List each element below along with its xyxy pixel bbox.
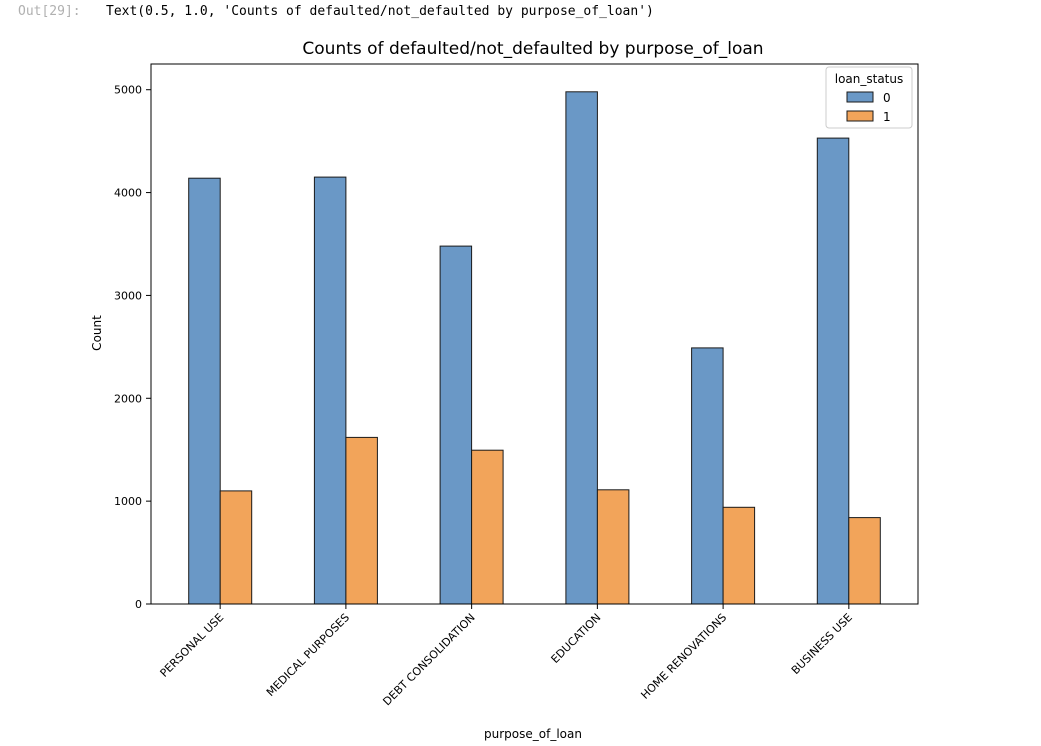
legend-swatch-1: [846, 110, 874, 122]
x-axis-label: purpose_of_loan: [484, 727, 582, 741]
cell-output-prompt: Out[29]:: [18, 4, 81, 19]
plot-area: [150, 63, 919, 605]
y-tick-label: 1000: [114, 495, 142, 508]
y-tick-label: 4000: [114, 187, 142, 200]
legend: loan_status 0 1: [825, 66, 913, 129]
bar-debt-consolidation-status-1: [471, 449, 504, 605]
y-axis: 0 1000 2000 3000 4000 5000: [114, 84, 151, 611]
x-tick-label: BUSINESS USE: [789, 611, 855, 677]
legend-label-0: 0: [883, 91, 891, 105]
bar-home-renovations-status-1: [722, 506, 756, 605]
x-tick-label: MEDICAL PURPOSES: [264, 611, 352, 699]
y-tick-label: 5000: [114, 84, 142, 97]
y-axis-label: Count: [90, 315, 104, 351]
x-tick-label: PERSONAL USE: [158, 611, 227, 680]
bar-medical-purposes-status-1: [345, 436, 378, 605]
cell-output-text: Text(0.5, 1.0, 'Counts of defaulted/not_…: [106, 4, 654, 19]
legend-title: loan_status: [835, 72, 904, 86]
y-tick-label: 0: [135, 598, 142, 611]
x-tick-label: EDUCATION: [549, 611, 604, 666]
bar-business-use-status-0: [816, 137, 850, 605]
chart-title: Counts of defaulted/not_defaulted by pur…: [302, 39, 763, 59]
legend-label-1: 1: [883, 110, 891, 124]
bar-medical-purposes-status-0: [313, 176, 347, 605]
plot-frame: [150, 63, 919, 605]
bar-personal-use-status-0: [188, 177, 221, 605]
bar-business-use-status-1: [848, 517, 881, 605]
y-tick-label: 2000: [114, 392, 142, 405]
legend-swatch-0: [846, 91, 874, 103]
bar-personal-use-status-1: [219, 490, 253, 605]
x-tick-label: HOME RENOVATIONS: [638, 611, 729, 702]
x-axis: PERSONAL USE MEDICAL PURPOSES DEBT CONSOLI…: [158, 604, 855, 708]
bar-debt-consolidation-status-0: [439, 245, 473, 605]
bar-education-status-1: [596, 489, 630, 605]
bar-home-renovations-status-0: [691, 347, 724, 605]
bar-education-status-0: [565, 91, 598, 605]
x-tick-label: DEBT CONSOLIDATION: [380, 611, 477, 708]
y-tick-label: 3000: [114, 289, 142, 302]
